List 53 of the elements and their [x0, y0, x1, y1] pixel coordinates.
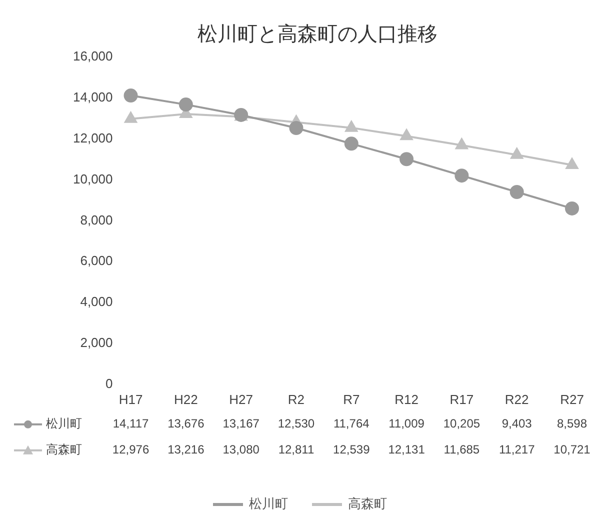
y-tick-label: 2,000 — [80, 335, 113, 350]
data-label: 10,721 — [554, 442, 591, 457]
x-tick-label: H27 — [229, 392, 253, 407]
point — [344, 136, 358, 151]
data-label: 11,764 — [333, 416, 370, 431]
x-tick-label: R12 — [394, 392, 418, 407]
x-tick-label: H22 — [174, 392, 198, 407]
x-tick-label: R7 — [343, 392, 360, 407]
point — [565, 201, 579, 216]
y-tick-label: 14,000 — [72, 90, 113, 105]
point — [455, 138, 468, 150]
x-tick-label: R27 — [560, 392, 584, 407]
data-label: 11,217 — [498, 442, 536, 457]
y-tick-label: 8,000 — [80, 212, 113, 228]
point — [510, 148, 524, 159]
point — [566, 158, 578, 170]
chart-title: 松川町と高森町の人口推移 — [198, 22, 438, 46]
point — [124, 112, 137, 123]
point — [400, 129, 413, 140]
text: 松川町 — [249, 496, 288, 511]
data-label: 12,811 — [278, 442, 314, 457]
x-tick-label: R22 — [504, 392, 529, 407]
legend-label: 高森町 — [46, 442, 82, 457]
legend-label: 松川町 — [46, 416, 82, 431]
data-label: 12,530 — [278, 416, 315, 431]
point — [400, 152, 414, 166]
y-tick-label: 6,000 — [80, 253, 113, 268]
data-label: 14,117 — [112, 416, 149, 431]
point — [289, 121, 304, 136]
data-label: 10,205 — [443, 416, 480, 431]
data-label: 8,598 — [556, 416, 588, 431]
y-tick-label: 16,000 — [72, 48, 113, 64]
data-label: 13,080 — [222, 442, 260, 457]
point — [510, 184, 524, 199]
x-tick-label: R17 — [450, 392, 474, 407]
y-tick-label: 10,000 — [72, 171, 113, 186]
data-label: 9,403 — [502, 416, 532, 431]
y-tick-label: 12,000 — [72, 130, 113, 146]
x-tick-label: H17 — [118, 392, 143, 407]
data-label: 13,216 — [168, 442, 205, 457]
data-label: 12,976 — [112, 442, 150, 457]
point — [345, 120, 358, 132]
data-label: 11,685 — [444, 442, 480, 457]
data-label: 13,676 — [168, 416, 205, 431]
data-label: 11,009 — [388, 416, 425, 431]
text: 高森町 — [348, 496, 387, 511]
y-tick-label: 4,000 — [80, 294, 113, 310]
point — [454, 168, 469, 183]
y-tick-label: 0 — [106, 376, 113, 391]
data-label: 12,539 — [333, 442, 370, 457]
data-label: 13,167 — [222, 416, 260, 431]
x-tick-label: R2 — [288, 392, 305, 407]
data-label: 12,131 — [388, 442, 426, 457]
